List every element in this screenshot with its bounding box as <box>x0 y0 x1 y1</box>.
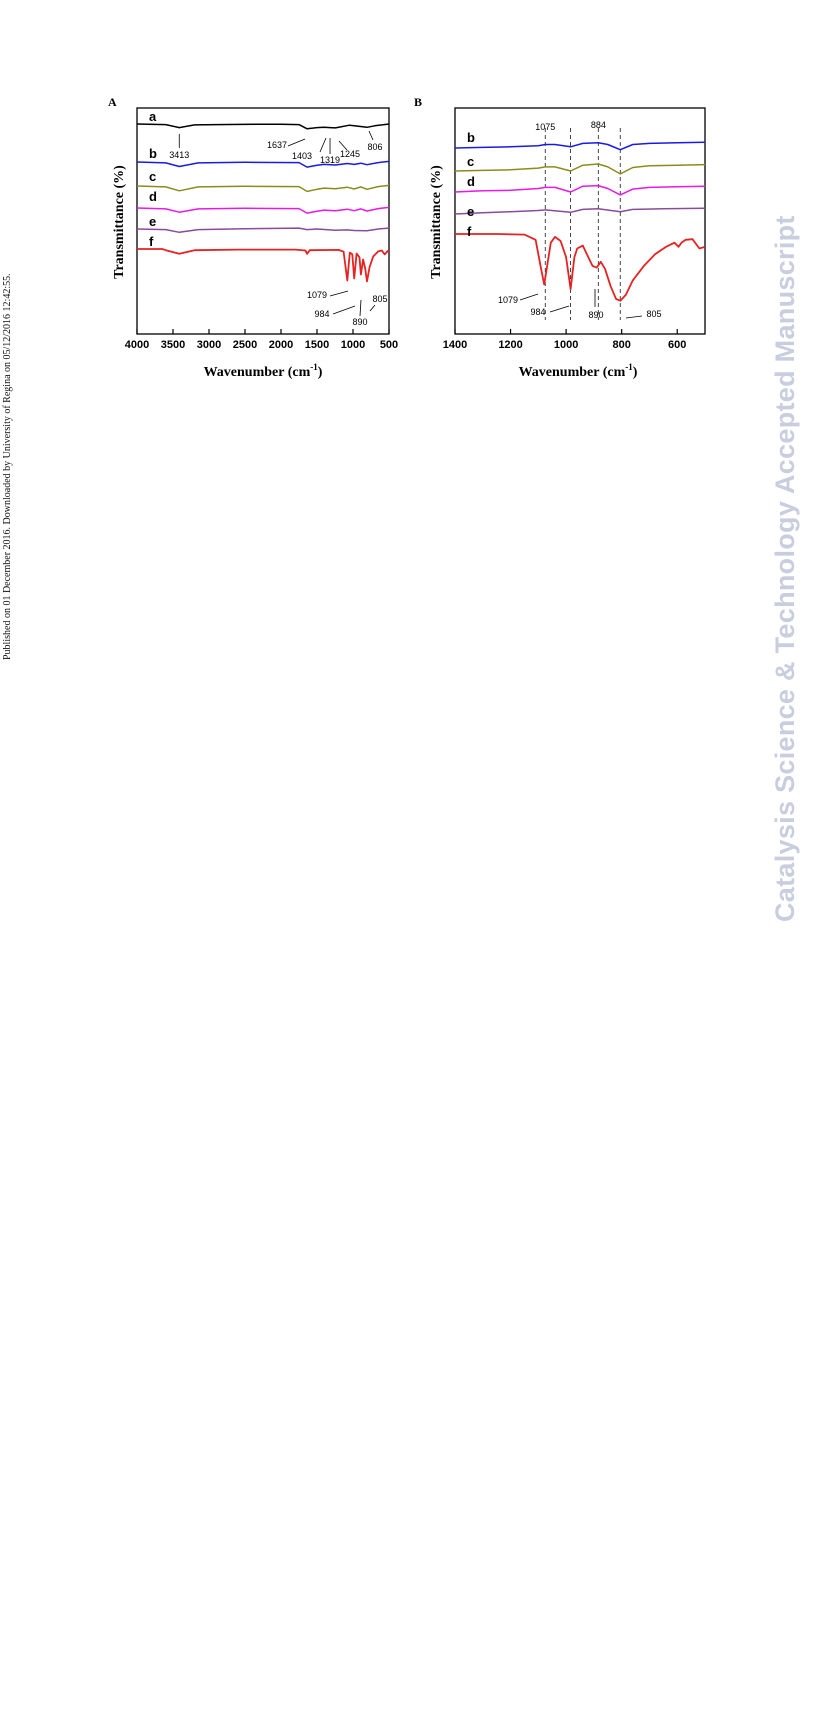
peak-label-3413: 3413 <box>169 150 189 160</box>
peak-label-984-arrow <box>332 305 356 315</box>
panel-a-y-axis-title: Transmittance (%) <box>112 165 127 279</box>
panel-b-xlabel-tail: ) <box>633 365 638 380</box>
panel-b-x-tick-labels: 1400 1200 1000 800 600 <box>443 339 687 351</box>
series-label-d: d <box>467 174 475 189</box>
peak-label-1079: 1079 <box>498 295 518 305</box>
peak-label-1319: 1319 <box>320 155 340 165</box>
panel-a-x-tick-labels: 4000 3500 3000 2500 2000 1500 1000 500 <box>125 339 398 351</box>
ftir-figure: A 4000 3500 3000 2500 2000 1500 1000 500 abcdef… <box>108 95 706 380</box>
peak-label-1079-arrow <box>519 293 539 301</box>
peak-label-984: 984 <box>530 307 545 317</box>
peak-label-1245-arrow <box>338 140 348 151</box>
peak-label-1637-arrow <box>287 138 306 147</box>
peak-label-805: 805 <box>646 309 661 319</box>
x-tick-label: 1000 <box>341 339 365 351</box>
peak-label-890: 890 <box>588 310 603 320</box>
panel-b-y-axis-title: Transmittance (%) <box>429 165 444 279</box>
panel-a: A 4000 3500 3000 2500 2000 1500 1000 500 a bcdef… <box>108 95 398 380</box>
x-tick-label: 800 <box>612 339 630 351</box>
panel-a-label: A <box>108 95 117 109</box>
peak-label-806: 806 <box>367 142 382 152</box>
series-line-d <box>136 206 390 214</box>
x-tick-label: 1200 <box>498 339 522 351</box>
panel-b-series <box>454 141 706 302</box>
reference-label-884: 884 <box>591 120 606 130</box>
series-label-e: e <box>467 204 474 219</box>
series-label-b: b <box>467 130 475 145</box>
panel-b-x-axis-title: Wavenumber (cm-1) <box>519 362 638 380</box>
panel-b-xlabel: Wavenumber (cm <box>519 365 626 380</box>
x-tick-label: 3500 <box>161 339 185 351</box>
series-line-e <box>136 227 390 234</box>
peak-label-805-arrow <box>369 304 376 312</box>
x-tick-label: 1000 <box>554 339 578 351</box>
series-label-f: f <box>149 234 154 249</box>
reference-label-1075: 1075 <box>535 122 555 132</box>
series-line-b <box>136 160 390 168</box>
panel-a-xlabel-sup: -1 <box>310 362 318 372</box>
x-tick-label: 2000 <box>269 339 293 351</box>
panel-b-annotations: 1079 984 890 805 <box>498 289 662 320</box>
series-label-d: d <box>149 189 157 204</box>
series-line-e <box>454 207 706 215</box>
series-line-c <box>136 184 390 193</box>
peak-label-1079: 1079 <box>307 290 327 300</box>
peak-label-805-arrow <box>625 315 643 319</box>
series-label-f: f <box>467 224 472 239</box>
panel-b-reference-lines: 1075 884 <box>535 120 621 320</box>
peak-label-1403-arrow <box>319 137 327 153</box>
panel-a-xlabel: Wavenumber (cm <box>204 365 311 380</box>
series-line-b <box>454 141 706 151</box>
peak-label-984: 984 <box>314 309 329 319</box>
x-tick-label: 1500 <box>305 339 329 351</box>
series-label-a: a <box>149 109 157 124</box>
series-label-c: c <box>149 169 156 184</box>
peak-label-890-arrow <box>359 299 362 317</box>
peak-label-805: 805 <box>372 294 387 304</box>
series-line-f <box>455 233 706 302</box>
peak-label-984-arrow <box>549 305 570 313</box>
series-line-c <box>454 163 706 175</box>
series-line-f <box>137 248 390 283</box>
peak-label-1079-arrow <box>329 290 349 297</box>
x-tick-label: 1400 <box>443 339 467 351</box>
panel-a-x-axis-title: Wavenumber (cm-1) <box>204 362 323 380</box>
panel-a-xlabel-tail: ) <box>318 365 323 380</box>
series-line-a <box>136 123 390 130</box>
series-label-e: e <box>149 214 156 229</box>
panel-b-xlabel-sup: -1 <box>625 362 633 372</box>
panel-a-x-ticks <box>136 329 390 334</box>
x-tick-label: 500 <box>380 339 398 351</box>
x-tick-label: 600 <box>668 339 686 351</box>
peak-label-806-arrow <box>368 130 374 141</box>
peak-label-890: 890 <box>352 317 367 327</box>
x-tick-label: 4000 <box>125 339 149 351</box>
peak-label-1637: 1637 <box>267 140 287 150</box>
panel-b-x-ticks <box>454 329 678 334</box>
x-tick-label: 3000 <box>197 339 221 351</box>
panel-b-label: B <box>414 95 422 109</box>
series-label-c: c <box>467 154 474 169</box>
panel-b-frame <box>454 107 706 335</box>
series-label-b: b <box>149 146 157 161</box>
peak-label-1245: 1245 <box>340 149 360 159</box>
panel-a-series <box>136 123 390 283</box>
x-tick-label: 2500 <box>233 339 257 351</box>
series-line-d <box>454 184 706 196</box>
peak-label-1403: 1403 <box>292 151 312 161</box>
panel-a-frame <box>136 107 390 335</box>
